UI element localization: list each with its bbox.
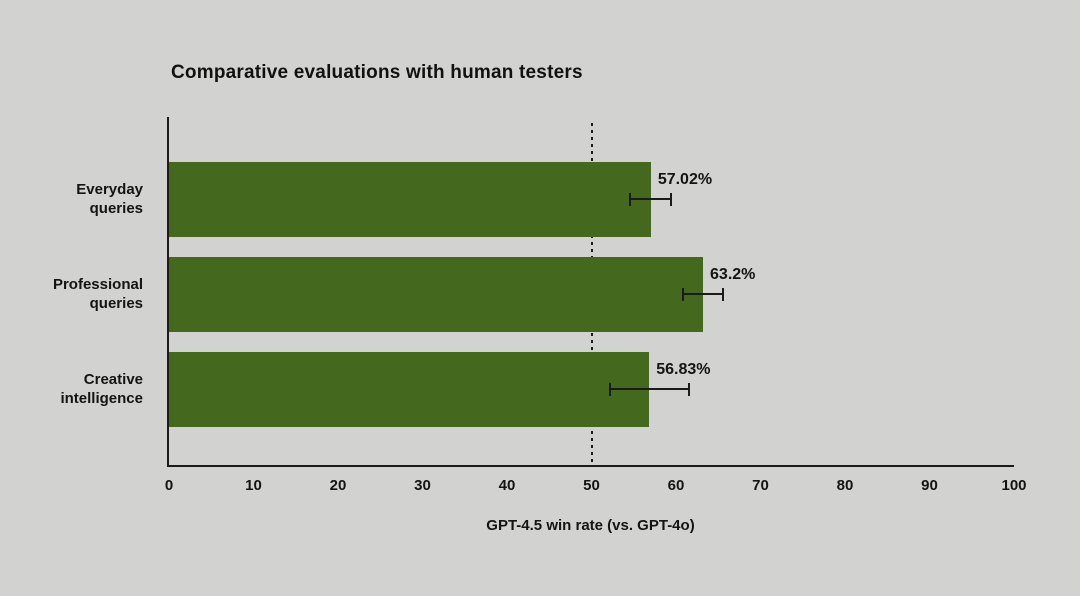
x-tick-label-20: 20 [329,477,347,494]
x-tick-label-60: 60 [667,477,685,494]
bar-1 [169,256,704,332]
category-line: queries [89,295,143,312]
error-bar-cap-0-1 [670,193,673,206]
x-tick-label-70: 70 [752,477,769,494]
category-line: Professional [52,276,143,293]
bar-0 [169,161,651,237]
category-label-creative-intelligence: Creative intelligence [16,370,143,408]
category-label-everyday-queries: Everyday queries [16,180,143,218]
category-line: Creative [83,371,143,388]
error-bar-cap-1-1 [722,288,725,301]
x-axis-label: GPT-4.5 win rate (vs. GPT-4o) [486,517,695,534]
error-bar-cap-0-0 [629,193,632,206]
error-bar-cap-1-0 [681,288,684,301]
error-bar-cap-2-1 [687,383,690,396]
error-bar-2 [608,388,690,390]
value-label-2: 56.83% [656,361,711,378]
category-line: queries [89,200,143,217]
x-tick-label-40: 40 [498,477,516,494]
error-bar-1 [681,293,725,295]
category-label-professional-queries: Professional queries [16,275,143,313]
x-tick-label-50: 50 [583,477,600,494]
value-label-1: 63.2% [710,266,756,283]
x-tick-label-90: 90 [921,477,938,494]
category-line: intelligence [60,390,143,407]
error-bar-cap-2-0 [608,383,611,396]
x-tick-label-30: 30 [414,477,431,494]
bar-2 [169,351,650,427]
error-bar-0 [629,198,673,200]
x-tick-label-10: 10 [245,477,262,494]
x-tick-label-0: 0 [164,477,174,494]
chart-title: Comparative evaluations with human teste… [171,62,583,83]
plot-area: 57.02% 63.2% 56.83% [167,117,1014,467]
value-label-0: 57.02% [657,171,713,188]
x-tick-label-80: 80 [836,477,854,494]
category-line: Everyday [76,181,143,198]
x-tick-label-100: 100 [1001,477,1027,494]
